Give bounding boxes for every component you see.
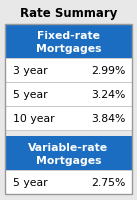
Text: Rate Summary: Rate Summary (20, 7, 117, 20)
Text: 2.99%: 2.99% (92, 66, 126, 76)
Bar (5, 106, 132, 130)
Bar (5, 25, 132, 59)
Text: 5 year: 5 year (13, 90, 48, 100)
Bar (5, 136, 132, 170)
Text: Variable-rate: Variable-rate (28, 142, 109, 152)
Bar (5, 25, 132, 194)
Bar (5, 59, 132, 83)
Text: 3.24%: 3.24% (92, 90, 126, 100)
Text: 2.75%: 2.75% (92, 177, 126, 187)
Bar (5, 83, 132, 106)
Text: 3 year: 3 year (13, 66, 48, 76)
Bar (5, 170, 132, 194)
Text: Mortgages: Mortgages (36, 155, 101, 165)
Text: Mortgages: Mortgages (36, 44, 101, 54)
Text: 10 year: 10 year (13, 113, 55, 123)
Text: 3.84%: 3.84% (92, 113, 126, 123)
Text: 5 year: 5 year (13, 177, 48, 187)
Text: Fixed-rate: Fixed-rate (37, 31, 100, 41)
